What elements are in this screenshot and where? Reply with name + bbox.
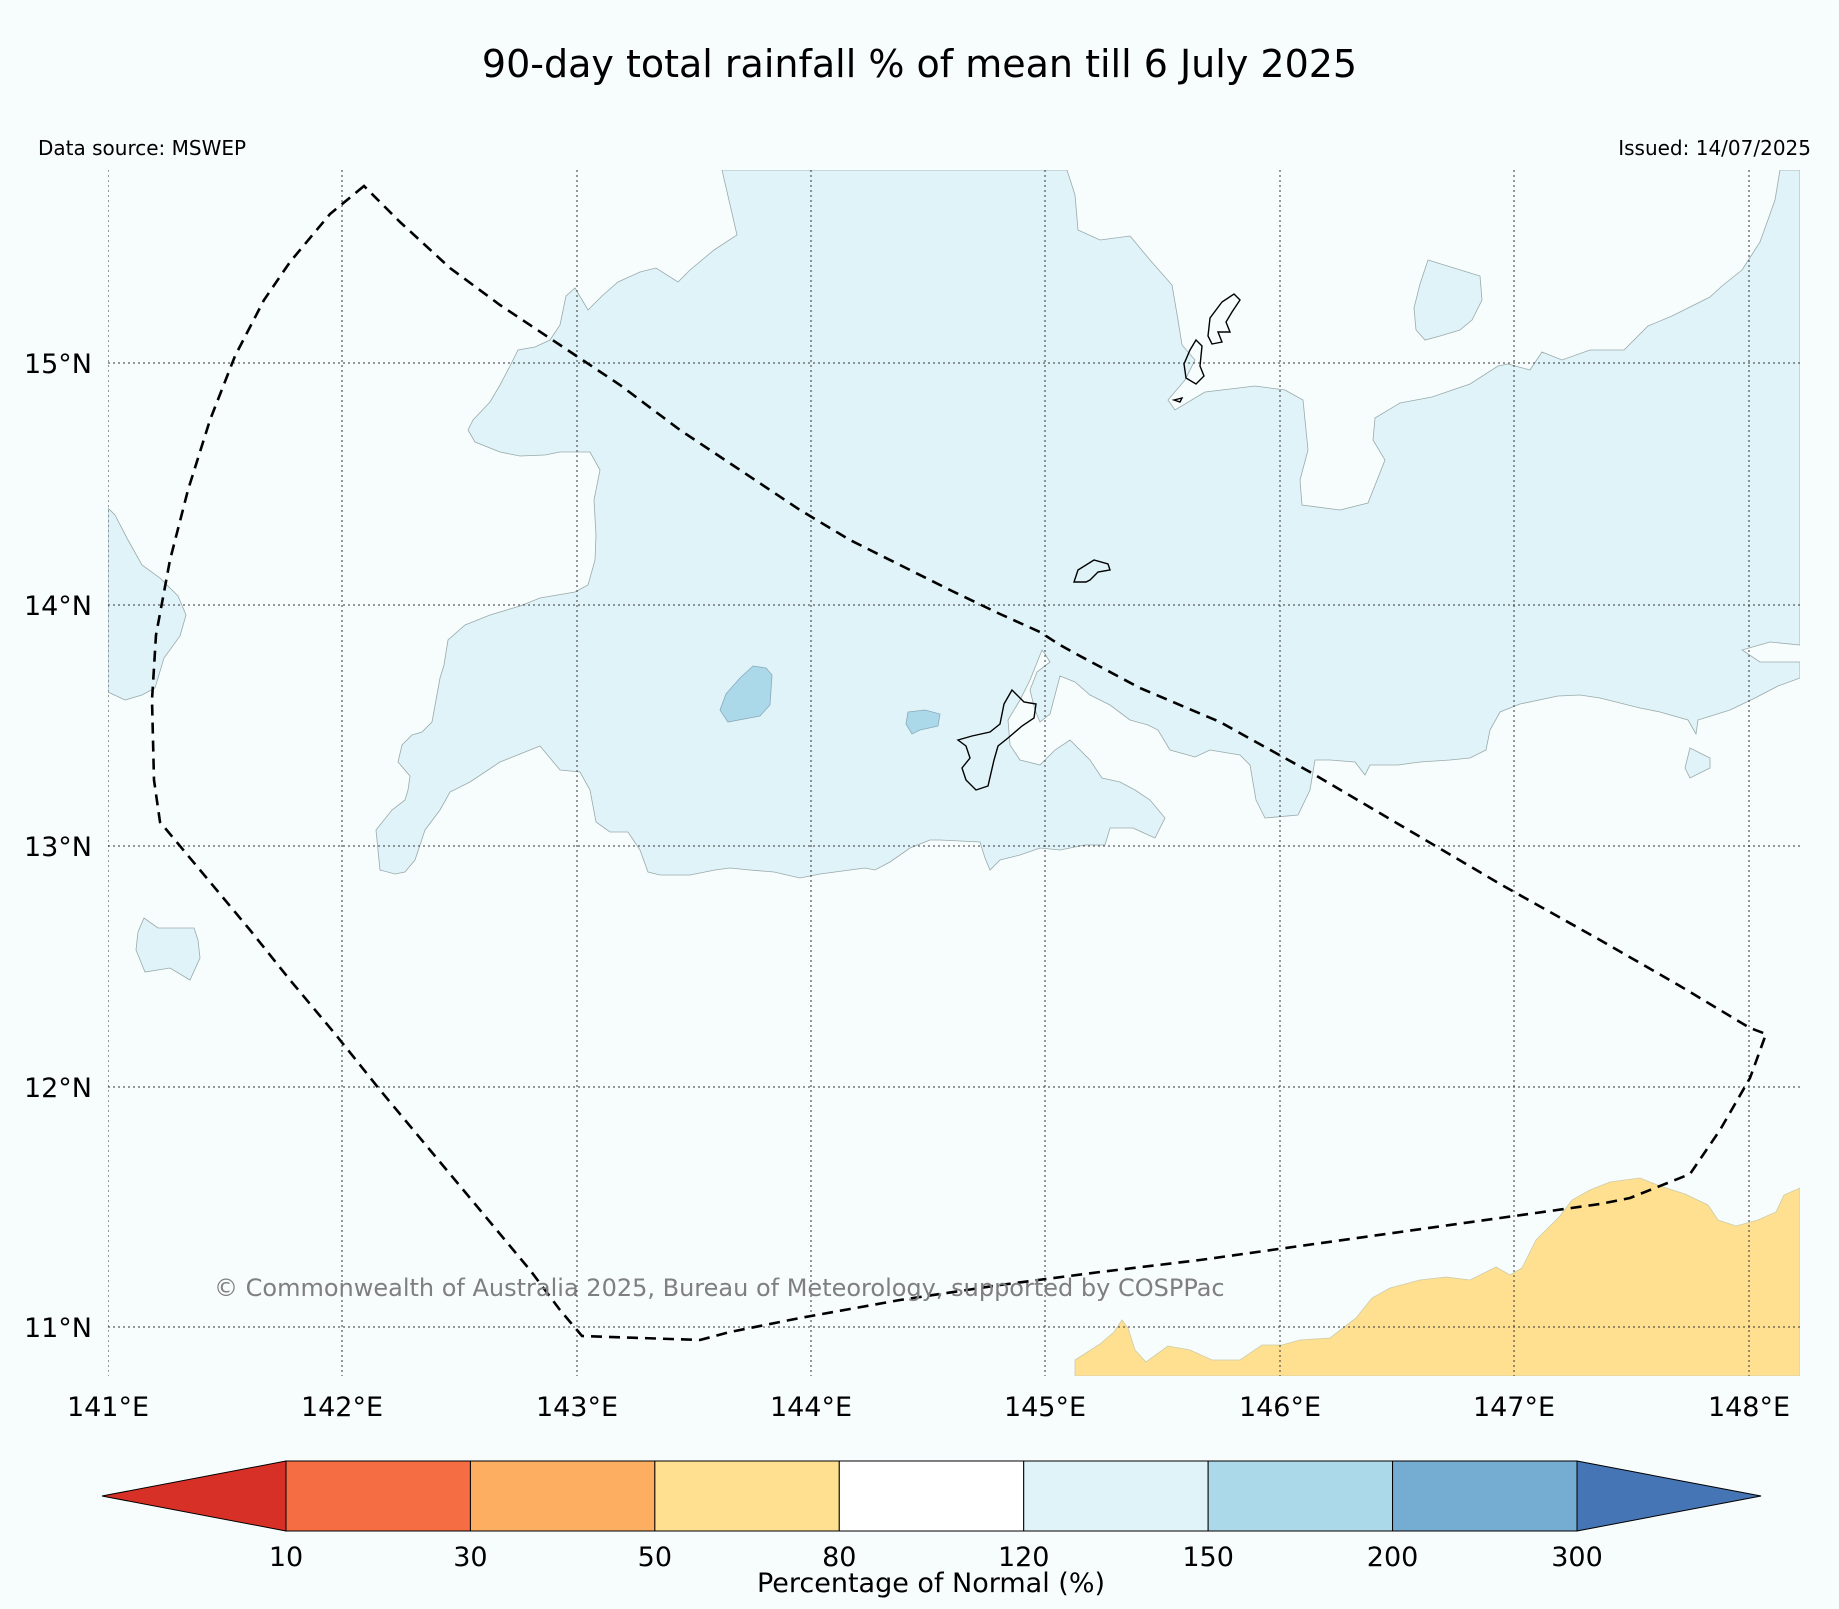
colorbar-tick-300: 300	[1551, 1542, 1603, 1573]
colorbar: 10 30 50 80 120 150 200 300 Percentage of Norma…	[101, 1460, 1762, 1599]
colorbar-tick-200: 200	[1367, 1542, 1419, 1573]
colorbar-label: Percentage of Normal (%)	[757, 1568, 1105, 1599]
lon-label-142: 142°E	[301, 1392, 383, 1423]
wet-region-west	[108, 507, 187, 701]
copyright-notice: © Commonwealth of Australia 2025, Bureau…	[214, 1274, 1225, 1302]
colorbar-bin-10-30	[285, 1460, 471, 1532]
island-rota	[1073, 559, 1111, 583]
colorbar-bin-80-120	[838, 1460, 1025, 1532]
colorbar-tick-120: 120	[998, 1542, 1050, 1573]
map-plot-area: © Commonwealth of Australia 2025, Bureau…	[108, 170, 1800, 1376]
colorbar-bin-30-50	[469, 1460, 656, 1532]
lat-label-13: 13°N	[24, 832, 92, 863]
lat-label-11: 11°N	[24, 1313, 92, 1344]
longitude-labels: 141°E 142°E 143°E 144°E 145°E 146°E 147°…	[67, 1392, 1790, 1423]
colorbar-tick-10: 10	[269, 1542, 303, 1573]
issued-date-label: Issued: 14/07/2025	[1618, 136, 1811, 160]
colorbar-bins	[285, 1460, 1578, 1532]
lat-label-14: 14°N	[24, 591, 92, 622]
colorbar-tick-30: 30	[453, 1542, 487, 1573]
colorbar-tick-80: 80	[822, 1542, 856, 1573]
colorbar-tick-50: 50	[638, 1542, 672, 1573]
lon-label-141: 141°E	[67, 1392, 149, 1423]
eez-boundary	[150, 184, 1768, 1342]
colorbar-bin-120-150	[1023, 1460, 1209, 1532]
latitude-labels: 15°N 14°N 13°N 12°N 11°N	[24, 349, 92, 1344]
wet-region-northeast-blob	[1413, 259, 1483, 341]
lat-label-12: 12°N	[24, 1073, 92, 1104]
wet-region-east-blob	[1684, 747, 1711, 779]
wet-patch-1	[719, 665, 773, 723]
lon-label-147: 147°E	[1473, 1392, 1555, 1423]
colorbar-bin-150-200	[1207, 1460, 1394, 1532]
lon-label-148: 148°E	[1708, 1392, 1790, 1423]
island-guam	[956, 688, 1037, 791]
graticule	[108, 170, 1800, 1376]
island-saipan	[1207, 293, 1241, 345]
lon-label-145: 145°E	[1004, 1392, 1086, 1423]
wet-patch-2	[905, 709, 941, 735]
data-source-label: Data source: MSWEP	[38, 136, 247, 160]
lon-label-146: 146°E	[1239, 1392, 1321, 1423]
island-tinian	[1183, 338, 1205, 385]
lon-label-143: 143°E	[536, 1392, 618, 1423]
island-coastlines	[956, 293, 1241, 791]
colorbar-tick-150: 150	[1182, 1542, 1234, 1573]
lon-label-144: 144°E	[770, 1392, 852, 1423]
colorbar-under-arrow	[101, 1460, 287, 1532]
island-aguijan	[1171, 396, 1184, 403]
map-title: 90-day total rainfall % of mean till 6 J…	[481, 42, 1358, 86]
colorbar-bin-50-80	[654, 1460, 840, 1532]
colorbar-over-arrow	[1576, 1460, 1762, 1532]
lat-label-15: 15°N	[24, 349, 92, 380]
wet-region-southwest	[135, 917, 201, 981]
colorbar-tick-labels: 10 30 50 80 120 150 200 300	[269, 1542, 1603, 1573]
colorbar-bin-200-300	[1392, 1460, 1578, 1532]
